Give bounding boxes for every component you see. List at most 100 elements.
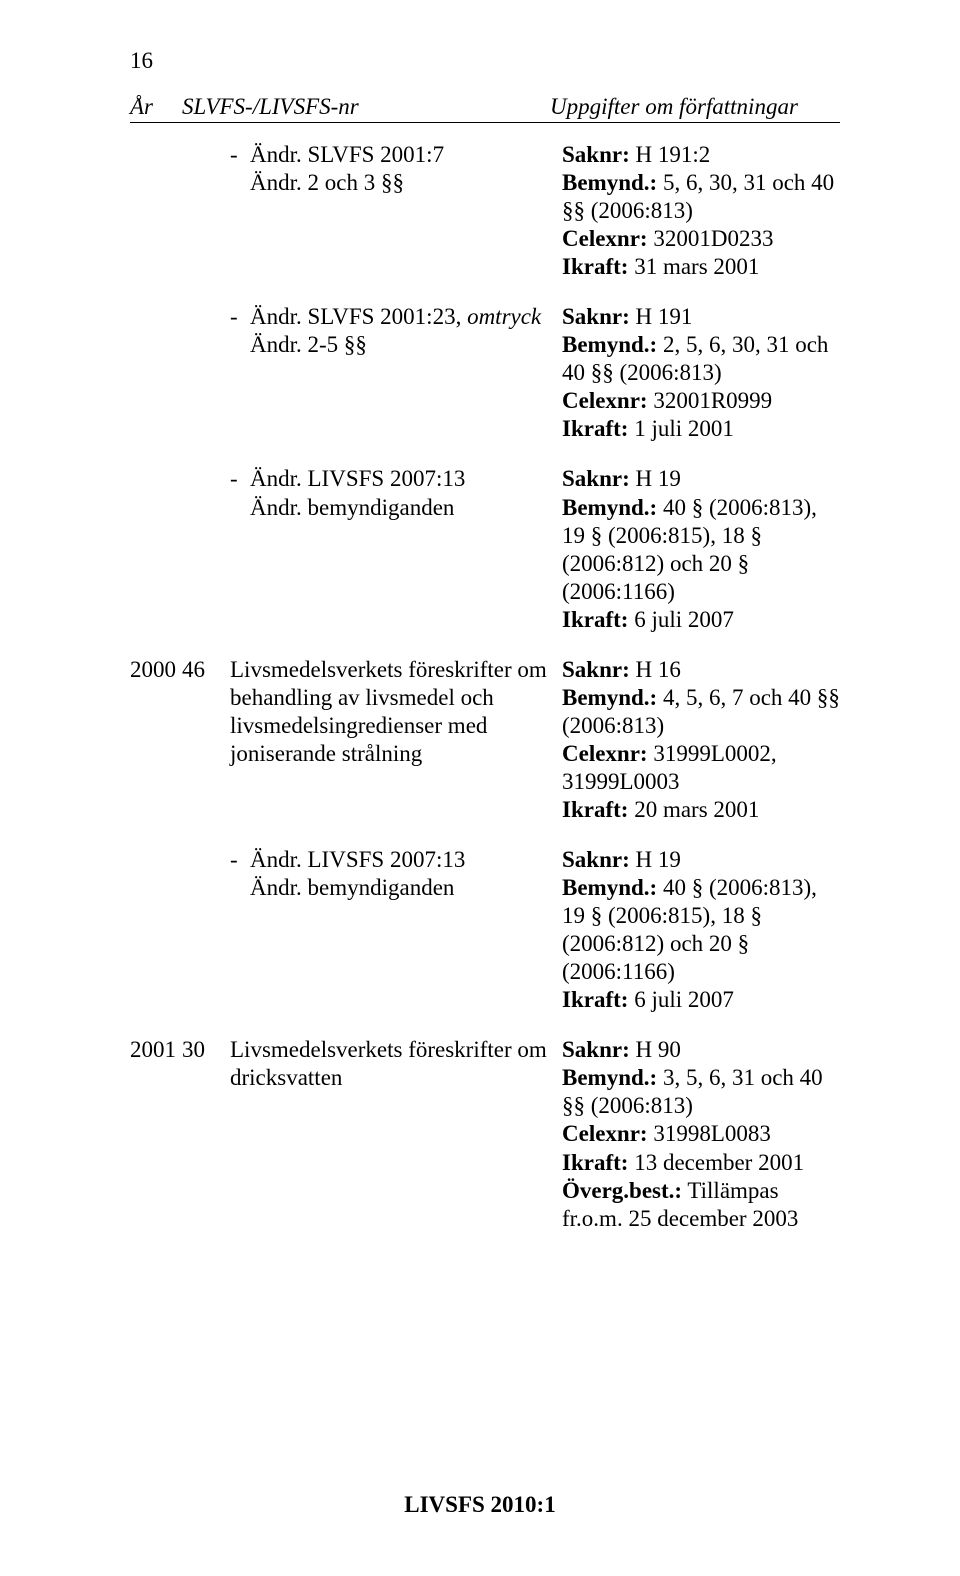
title-body: Ändr. SLVFS 2001:7Ändr. 2 och 3 §§ bbox=[250, 141, 550, 197]
detail-line: Saknr: H 19 bbox=[562, 846, 840, 874]
cell-title: -Ändr. SLVFS 2001:7Ändr. 2 och 3 §§ bbox=[230, 141, 562, 281]
detail-label: Bemynd.: bbox=[562, 170, 657, 195]
footer: LIVSFS 2010:1 bbox=[0, 1492, 960, 1518]
detail-label: Saknr: bbox=[562, 847, 630, 872]
page-number: 16 bbox=[130, 48, 840, 74]
cell-details: Saknr: H 19Bemynd.: 40 § (2006:813), 19 … bbox=[562, 465, 840, 633]
cell-number: 30 bbox=[182, 1036, 230, 1232]
dash: - bbox=[230, 141, 250, 197]
table-row: 200046Livsmedelsverkets föreskrifter om … bbox=[130, 656, 840, 824]
detail-line: Ikraft: 6 juli 2007 bbox=[562, 986, 840, 1014]
table-row: -Ändr. SLVFS 2001:23, omtryckÄndr. 2-5 §… bbox=[130, 303, 840, 443]
detail-label: Bemynd.: bbox=[562, 495, 657, 520]
cell-number: 46 bbox=[182, 656, 230, 824]
cell-details: Saknr: H 19Bemynd.: 40 § (2006:813), 19 … bbox=[562, 846, 840, 1014]
detail-line: Celexnr: 32001D0233 bbox=[562, 225, 840, 253]
cell-year bbox=[130, 846, 182, 1014]
header-info: Uppgifter om författningar bbox=[550, 94, 840, 120]
detail-line: Ikraft: 31 mars 2001 bbox=[562, 253, 840, 281]
detail-label: Ikraft: bbox=[562, 1150, 628, 1175]
cell-number bbox=[182, 141, 230, 281]
detail-line: Saknr: H 16 bbox=[562, 656, 840, 684]
cell-details: Saknr: H 191Bemynd.: 2, 5, 6, 30, 31 och… bbox=[562, 303, 840, 443]
title-line: Ändr. 2-5 §§ bbox=[250, 331, 550, 359]
detail-label: Bemynd.: bbox=[562, 685, 657, 710]
detail-label: Saknr: bbox=[562, 142, 630, 167]
detail-line: Bemynd.: 3, 5, 6, 31 och 40 §§ (2006:813… bbox=[562, 1064, 840, 1120]
detail-label: Ikraft: bbox=[562, 607, 628, 632]
title-body: Ändr. SLVFS 2001:23, omtryckÄndr. 2-5 §§ bbox=[250, 303, 550, 359]
dash: - bbox=[230, 846, 250, 902]
table-row: 200130Livsmedelsverkets föreskrifter om … bbox=[130, 1036, 840, 1232]
cell-title: -Ändr. LIVSFS 2007:13Ändr. bemyndiganden bbox=[230, 465, 562, 633]
table-header: År SLVFS-/LIVSFS-nr Uppgifter om författ… bbox=[130, 94, 840, 123]
detail-line: Saknr: H 19 bbox=[562, 465, 840, 493]
detail-label: Saknr: bbox=[562, 304, 630, 329]
italic-word: omtryck bbox=[467, 304, 541, 329]
title-line: Livsmedelsverkets föreskrifter om behand… bbox=[230, 656, 550, 768]
detail-label: Ikraft: bbox=[562, 416, 628, 441]
cell-details: Saknr: H 16Bemynd.: 4, 5, 6, 7 och 40 §§… bbox=[562, 656, 840, 824]
detail-line: Ikraft: 6 juli 2007 bbox=[562, 606, 840, 634]
detail-line: Bemynd.: 40 § (2006:813), 19 § (2006:815… bbox=[562, 874, 840, 986]
detail-label: Celexnr: bbox=[562, 1121, 648, 1146]
cell-title: Livsmedelsverkets föreskrifter om behand… bbox=[230, 656, 562, 824]
detail-label: Bemynd.: bbox=[562, 1065, 657, 1090]
detail-line: Överg.best.: Tillämpas fr.o.m. 25 decemb… bbox=[562, 1177, 840, 1233]
title-line: Ändr. 2 och 3 §§ bbox=[250, 169, 550, 197]
dash: - bbox=[230, 303, 250, 359]
detail-line: Saknr: H 191:2 bbox=[562, 141, 840, 169]
title-line: Ändr. LIVSFS 2007:13 bbox=[250, 846, 550, 874]
detail-line: Ikraft: 13 december 2001 bbox=[562, 1149, 840, 1177]
detail-line: Bemynd.: 4, 5, 6, 7 och 40 §§ (2006:813) bbox=[562, 684, 840, 740]
cell-details: Saknr: H 90Bemynd.: 3, 5, 6, 31 och 40 §… bbox=[562, 1036, 840, 1232]
detail-line: Saknr: H 191 bbox=[562, 303, 840, 331]
cell-number bbox=[182, 846, 230, 1014]
detail-line: Bemynd.: 5, 6, 30, 31 och 40 §§ (2006:81… bbox=[562, 169, 840, 225]
cell-number bbox=[182, 303, 230, 443]
detail-line: Celexnr: 31999L0002, 31999L0003 bbox=[562, 740, 840, 796]
detail-line: Bemynd.: 40 § (2006:813), 19 § (2006:815… bbox=[562, 494, 840, 606]
title-line: Ändr. SLVFS 2001:23, omtryck bbox=[250, 303, 550, 331]
cell-title: Livsmedelsverkets föreskrifter om dricks… bbox=[230, 1036, 562, 1232]
detail-label: Ikraft: bbox=[562, 987, 628, 1012]
dash: - bbox=[230, 465, 250, 521]
detail-line: Saknr: H 90 bbox=[562, 1036, 840, 1064]
header-year: År bbox=[130, 94, 182, 120]
cell-year: 2001 bbox=[130, 1036, 182, 1232]
table-row: -Ändr. LIVSFS 2007:13Ändr. bemyndiganden… bbox=[130, 846, 840, 1014]
detail-label: Saknr: bbox=[562, 657, 630, 682]
page: 16 År SLVFS-/LIVSFS-nr Uppgifter om förf… bbox=[0, 0, 960, 1576]
detail-label: Bemynd.: bbox=[562, 332, 657, 357]
detail-line: Celexnr: 32001R0999 bbox=[562, 387, 840, 415]
detail-label: Celexnr: bbox=[562, 226, 648, 251]
title-line: Ändr. SLVFS 2001:7 bbox=[250, 141, 550, 169]
detail-label: Bemynd.: bbox=[562, 875, 657, 900]
cell-title: -Ändr. SLVFS 2001:23, omtryckÄndr. 2-5 §… bbox=[230, 303, 562, 443]
cell-year: 2000 bbox=[130, 656, 182, 824]
cell-title: -Ändr. LIVSFS 2007:13Ändr. bemyndiganden bbox=[230, 846, 562, 1014]
detail-label: Överg.best.: bbox=[562, 1178, 682, 1203]
detail-line: Ikraft: 20 mars 2001 bbox=[562, 796, 840, 824]
detail-line: Celexnr: 31998L0083 bbox=[562, 1120, 840, 1148]
cell-year bbox=[130, 465, 182, 633]
cell-number bbox=[182, 465, 230, 633]
detail-label: Saknr: bbox=[562, 1037, 630, 1062]
cell-year bbox=[130, 141, 182, 281]
cell-year bbox=[130, 303, 182, 443]
title-body: Ändr. LIVSFS 2007:13Ändr. bemyndiganden bbox=[250, 465, 550, 521]
cell-details: Saknr: H 191:2Bemynd.: 5, 6, 30, 31 och … bbox=[562, 141, 840, 281]
title-body: Ändr. LIVSFS 2007:13Ändr. bemyndiganden bbox=[250, 846, 550, 902]
table-row: -Ändr. LIVSFS 2007:13Ändr. bemyndiganden… bbox=[130, 465, 840, 633]
detail-label: Ikraft: bbox=[562, 797, 628, 822]
detail-label: Celexnr: bbox=[562, 741, 648, 766]
detail-label: Ikraft: bbox=[562, 254, 628, 279]
header-nr: SLVFS-/LIVSFS-nr bbox=[182, 94, 550, 120]
title-line: Ändr. bemyndiganden bbox=[250, 494, 550, 522]
table-row: -Ändr. SLVFS 2001:7Ändr. 2 och 3 §§Saknr… bbox=[130, 141, 840, 281]
detail-line: Ikraft: 1 juli 2001 bbox=[562, 415, 840, 443]
detail-line: Bemynd.: 2, 5, 6, 30, 31 och 40 §§ (2006… bbox=[562, 331, 840, 387]
title-line: Livsmedelsverkets föreskrifter om dricks… bbox=[230, 1036, 550, 1092]
detail-label: Saknr: bbox=[562, 466, 630, 491]
title-line: Ändr. bemyndiganden bbox=[250, 874, 550, 902]
